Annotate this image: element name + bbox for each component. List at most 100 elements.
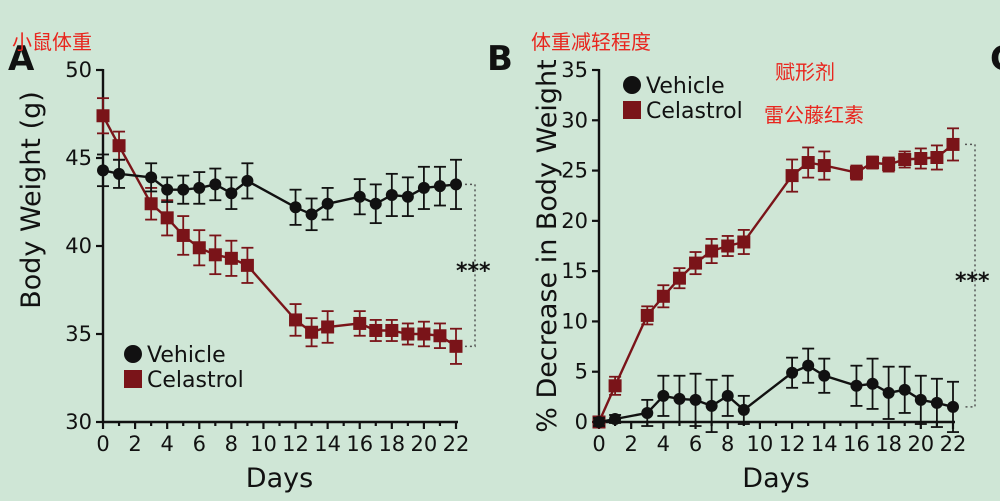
data-point: [705, 399, 718, 412]
data-point: [305, 208, 318, 221]
legend-label-vehicle: Vehicle: [646, 74, 725, 99]
legend-label-celastrol: Celastrol: [646, 99, 743, 124]
y-tick-label: 30: [65, 410, 92, 434]
data-point: [145, 171, 158, 184]
data-point: [369, 323, 383, 337]
x-tick-label: 0: [96, 432, 109, 456]
data-point: [898, 383, 911, 396]
data-point: [241, 174, 254, 187]
data-point: [608, 379, 622, 393]
x-axis-title: Days: [742, 463, 809, 494]
data-point: [817, 159, 831, 173]
panel-a-significance: ***: [456, 259, 491, 284]
data-point: [209, 178, 222, 191]
panel-b-annotation-vehicle: 赋形剂: [775, 60, 835, 84]
y-tick-label: 25: [561, 159, 588, 183]
x-tick-label: 14: [811, 432, 838, 456]
data-point: [321, 197, 334, 210]
data-point: [866, 377, 879, 390]
data-point: [208, 248, 222, 262]
x-tick-label: 8: [721, 432, 734, 456]
data-point: [882, 386, 895, 399]
data-point: [240, 258, 254, 272]
data-point: [160, 211, 174, 225]
data-point: [144, 197, 158, 211]
x-tick-label: 10: [747, 432, 774, 456]
data-point: [96, 109, 110, 123]
data-point: [785, 169, 799, 183]
significance-bracket: [465, 183, 476, 348]
x-tick-label: 18: [875, 432, 902, 456]
y-tick-label: 15: [561, 259, 588, 283]
data-point: [417, 327, 431, 341]
x-tick-label: 2: [624, 432, 637, 456]
panel-b-annotation-celastrol: 雷公藤红素: [764, 103, 864, 127]
data-point: [353, 316, 367, 330]
data-point: [353, 190, 366, 203]
data-point: [866, 156, 880, 170]
data-point: [433, 180, 446, 193]
series-line-celastrol: [597, 143, 954, 423]
data-point: [930, 150, 944, 164]
x-tick-label: 16: [843, 432, 870, 456]
data-point: [640, 308, 654, 322]
x-tick-label: 8: [225, 432, 238, 456]
data-point: [289, 201, 302, 214]
y-tick-label: 30: [561, 108, 588, 132]
data-point: [192, 241, 206, 255]
panel-a-annotation: 小鼠体重: [12, 30, 92, 54]
significance-bracket: [965, 143, 976, 408]
data-point: [850, 379, 863, 392]
data-point: [321, 320, 335, 334]
x-tick-label: 12: [282, 432, 309, 456]
legend-marker-vehicle: [623, 76, 641, 94]
data-point: [449, 339, 463, 353]
data-point: [898, 153, 912, 167]
series-vehicle: [593, 347, 959, 433]
x-axis-title: Days: [246, 463, 313, 494]
data-point: [433, 329, 447, 343]
data-point: [705, 244, 719, 258]
x-tick-label: 16: [346, 432, 373, 456]
data-point: [224, 251, 238, 265]
y-tick-label: 20: [561, 209, 588, 233]
y-tick-label: 45: [65, 146, 92, 170]
data-point: [801, 156, 815, 170]
x-tick-label: 6: [193, 432, 206, 456]
data-point: [737, 235, 751, 249]
data-point: [656, 289, 670, 303]
data-point: [673, 392, 686, 405]
data-point: [609, 412, 622, 425]
data-point: [737, 403, 750, 416]
data-point: [914, 393, 927, 406]
series-vehicle: [97, 153, 462, 232]
x-tick-label: 20: [907, 432, 934, 456]
data-point: [97, 164, 109, 177]
data-point: [593, 416, 605, 428]
y-axis-title: % Decrease in Body Weight: [532, 59, 563, 432]
data-point: [689, 393, 702, 406]
data-point: [947, 400, 959, 413]
y-tick-label: 10: [561, 309, 588, 333]
data-point: [849, 166, 863, 180]
panel-b-significance: ***: [955, 269, 990, 294]
data-point: [112, 139, 126, 153]
data-point: [305, 325, 319, 339]
data-point: [193, 181, 206, 194]
data-point: [401, 327, 415, 341]
panel-b-letter: B: [487, 39, 513, 79]
y-tick-label: 50: [65, 58, 92, 82]
panel-c-letter: C: [990, 39, 1000, 79]
legend-label-vehicle: Vehicle: [147, 343, 226, 368]
data-point: [161, 183, 174, 196]
y-tick-label: 0: [575, 410, 588, 434]
data-point: [113, 167, 126, 180]
series-line-celastrol: [101, 115, 457, 348]
panel-b-annotation-title: 体重减轻程度: [531, 30, 651, 54]
data-point: [657, 389, 670, 402]
data-point: [721, 239, 735, 253]
x-tick-label: 14: [314, 432, 341, 456]
panel-a: 0 2 4 6 8 10 12 14 16 18 20 22 30 35 40 45 50 Days Body We…: [16, 58, 476, 494]
x-tick-label: 4: [657, 432, 670, 456]
x-tick-label: 12: [779, 432, 806, 456]
